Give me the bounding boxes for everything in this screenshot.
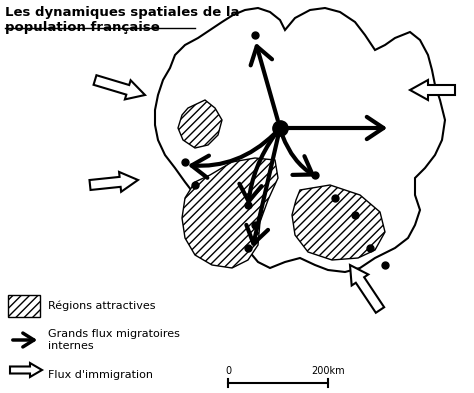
Text: 0: 0 [225, 366, 231, 376]
Polygon shape [410, 80, 455, 100]
Text: Les dynamiques spatiales de la
population française: Les dynamiques spatiales de la populatio… [5, 6, 239, 34]
FancyArrowPatch shape [283, 136, 312, 175]
FancyArrowPatch shape [246, 136, 278, 244]
Text: Flux d'immigration: Flux d'immigration [48, 370, 153, 380]
FancyArrowPatch shape [239, 135, 275, 202]
Polygon shape [292, 185, 385, 260]
Text: Régions attractives: Régions attractives [48, 301, 155, 311]
Polygon shape [93, 75, 145, 99]
Polygon shape [10, 363, 42, 377]
FancyArrowPatch shape [191, 134, 274, 178]
FancyArrowPatch shape [288, 117, 383, 139]
FancyArrowPatch shape [13, 333, 34, 347]
Text: 200km: 200km [311, 366, 345, 376]
Polygon shape [178, 100, 222, 148]
Polygon shape [8, 295, 40, 317]
Text: Grands flux migratoires
internes: Grands flux migratoires internes [48, 329, 180, 351]
Polygon shape [350, 265, 384, 313]
FancyArrowPatch shape [251, 46, 278, 120]
Polygon shape [155, 8, 445, 272]
Polygon shape [182, 158, 278, 268]
Polygon shape [90, 172, 138, 192]
